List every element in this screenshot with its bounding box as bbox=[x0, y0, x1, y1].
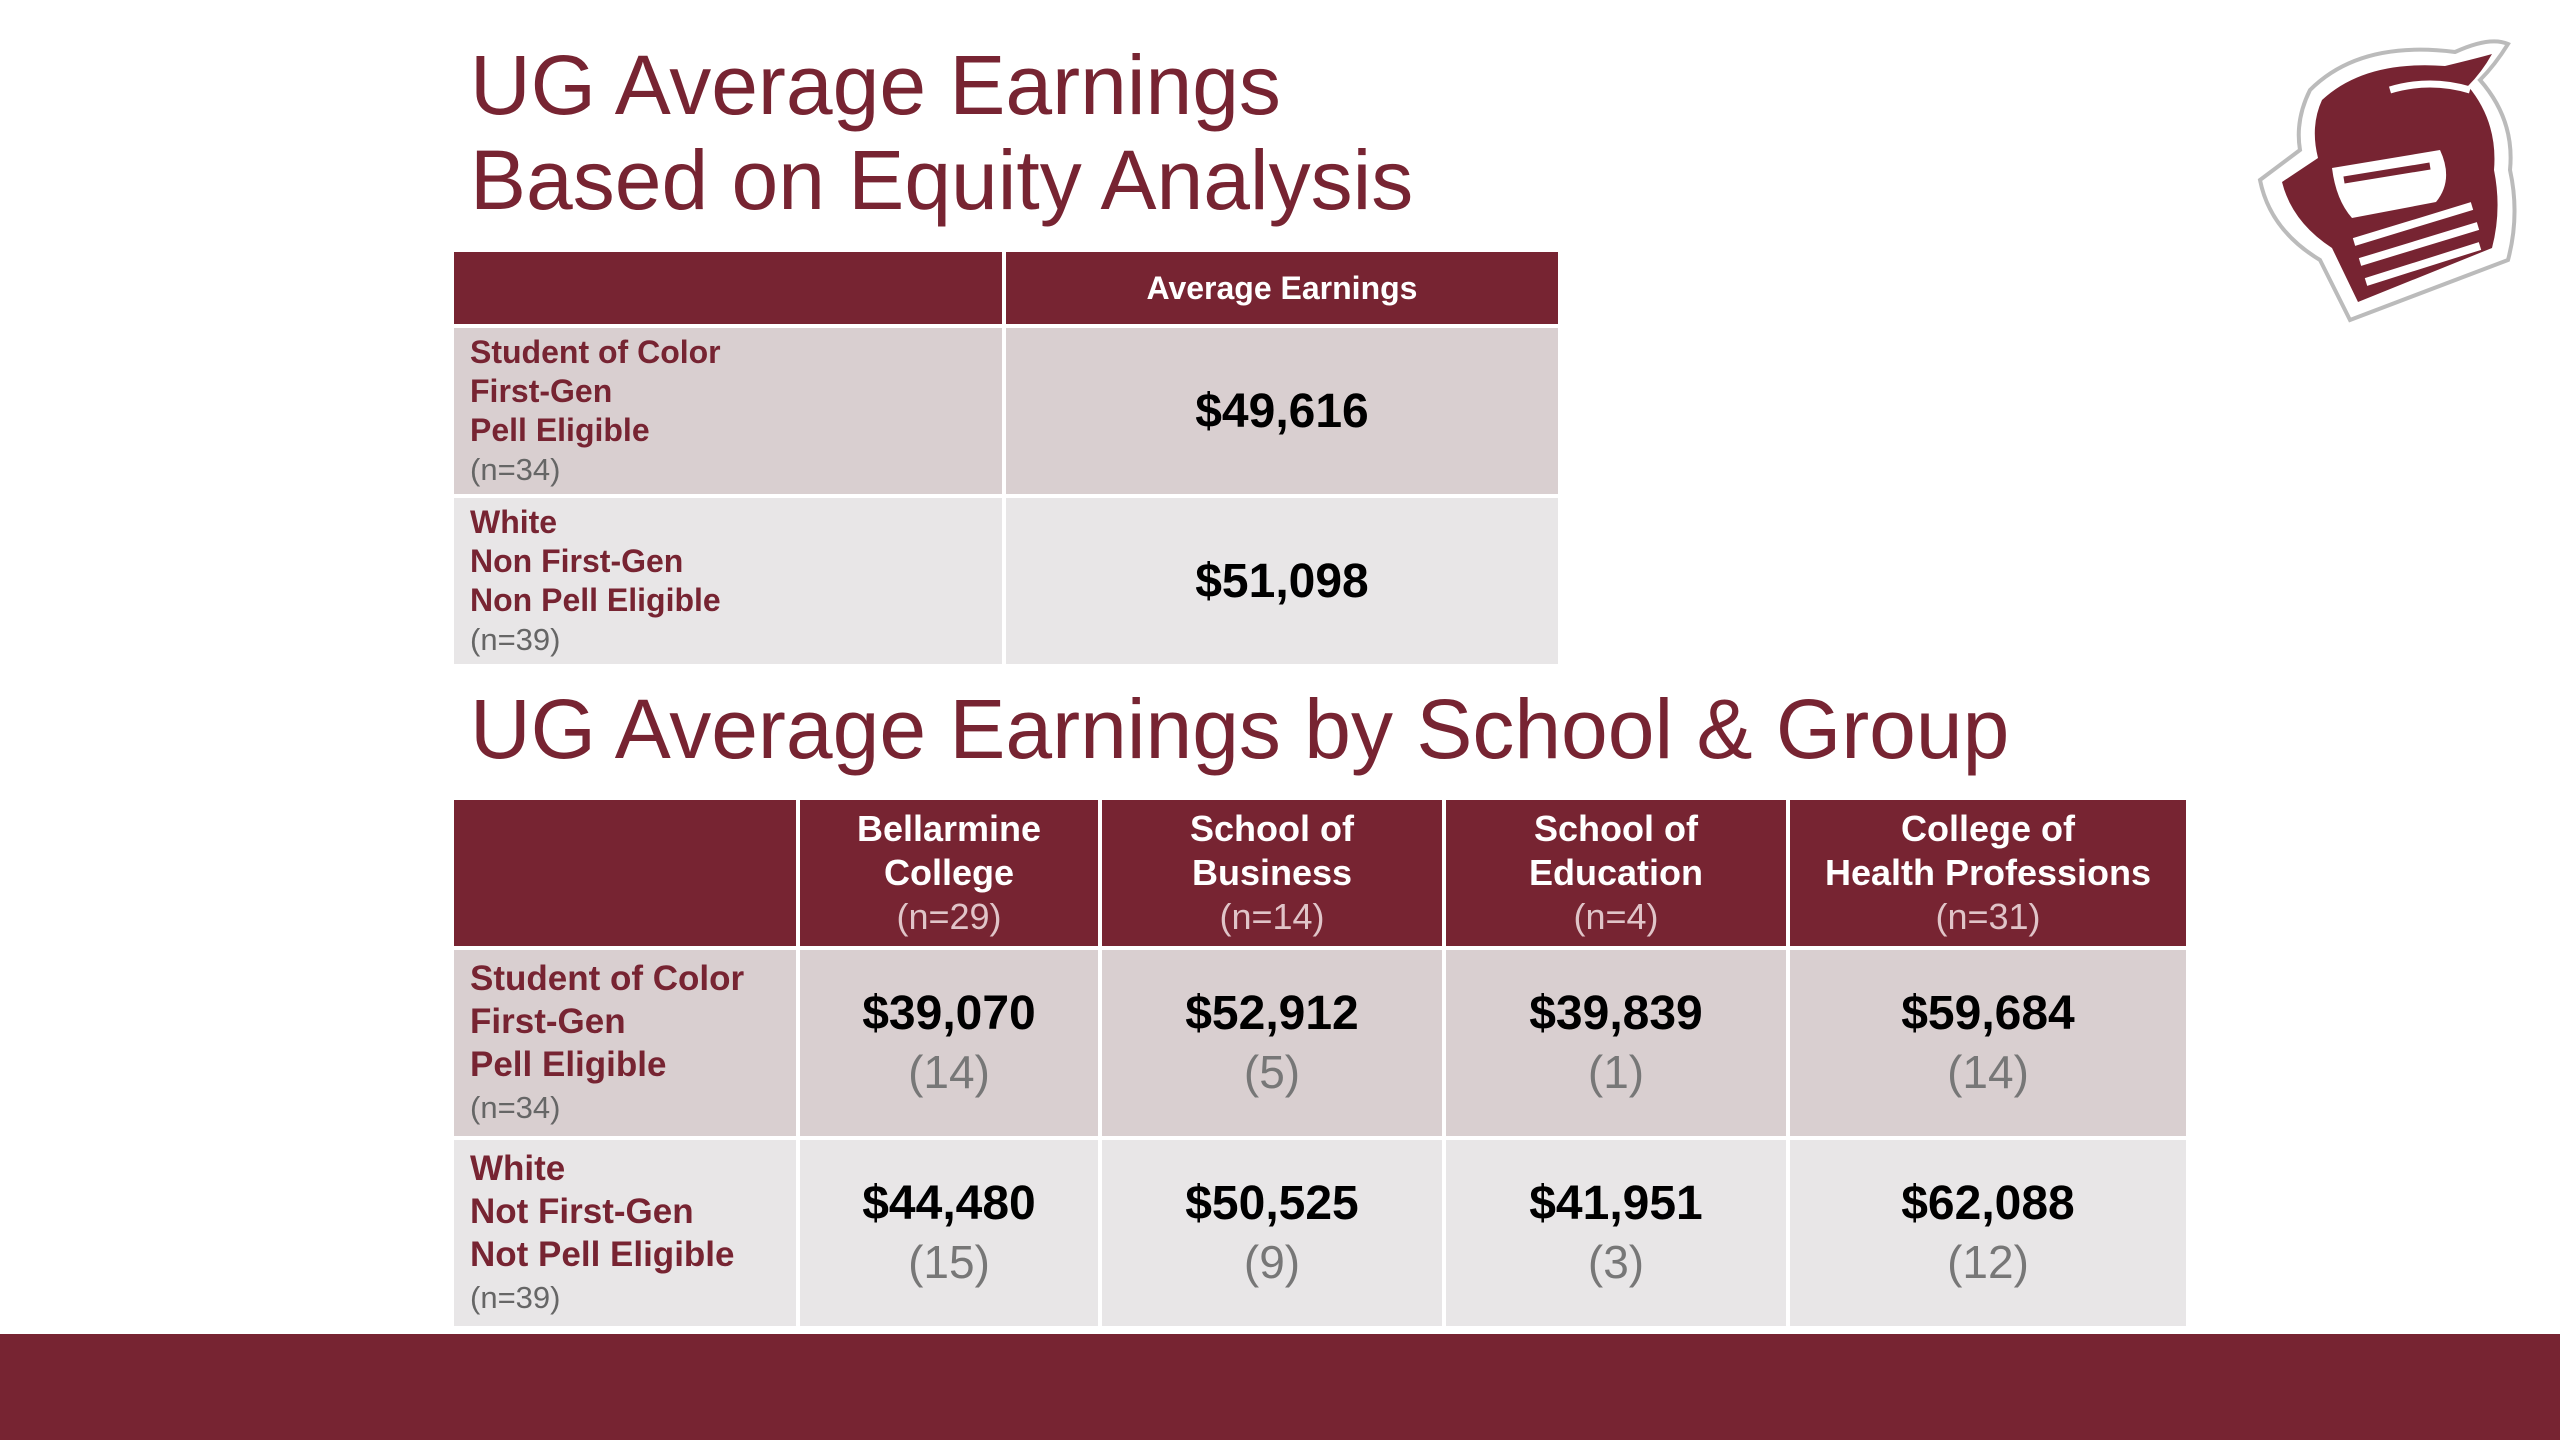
earnings-value: $41,951 bbox=[1529, 1177, 1703, 1230]
header-blank-cell bbox=[450, 796, 800, 950]
cell-count: (14) bbox=[1947, 1046, 2029, 1098]
earnings-value: $39,070 bbox=[862, 987, 1036, 1040]
column-header: College of Health Professions (n=31) bbox=[1786, 796, 2190, 950]
earnings-value: $49,616 bbox=[1002, 324, 1562, 498]
row-count: (n=39) bbox=[470, 1280, 561, 1315]
row-label: White Non First-Gen Non Pell Eligible (n… bbox=[450, 494, 1006, 668]
row-label: Student of Color First-Gen Pell Eligible… bbox=[450, 324, 1006, 498]
row-label-line: Non Pell Eligible bbox=[470, 582, 721, 618]
column-count: (n=31) bbox=[1935, 896, 2041, 937]
title-line-2: Based on Equity Analysis bbox=[470, 132, 1414, 227]
row-label-line: White bbox=[470, 504, 558, 540]
earnings-value: $51,098 bbox=[1002, 494, 1562, 668]
row-label-line: Pell Eligible bbox=[470, 412, 650, 448]
earnings-value: $52,912 bbox=[1185, 987, 1359, 1040]
column-header: School of Education (n=4) bbox=[1442, 796, 1790, 950]
column-header-line: Education bbox=[1528, 852, 1703, 893]
column-header-line: College of bbox=[1900, 808, 2075, 849]
column-header-line: School of bbox=[1190, 808, 1354, 849]
table-row: White Not First-Gen Not Pell Eligible (n… bbox=[450, 1136, 2190, 1330]
earnings-cell: $39,070 (14) bbox=[796, 946, 1102, 1140]
column-count: (n=4) bbox=[1573, 896, 1659, 937]
earnings-cell: $59,684 (14) bbox=[1786, 946, 2190, 1140]
footer-bar bbox=[0, 1334, 2560, 1440]
earnings-cell: $41,951 (3) bbox=[1442, 1136, 1790, 1330]
column-header-line: Health Professions bbox=[1824, 852, 2152, 893]
column-header: Bellarmine College (n=29) bbox=[796, 796, 1102, 950]
earnings-value: $39,839 bbox=[1529, 987, 1703, 1040]
earnings-value: $59,684 bbox=[1901, 987, 2075, 1040]
earnings-value: $50,525 bbox=[1185, 1177, 1359, 1230]
header-blank-cell bbox=[450, 248, 1006, 328]
earnings-cell: $39,839 (1) bbox=[1442, 946, 1790, 1140]
row-label-line: Non First-Gen bbox=[470, 543, 684, 579]
row-count: (n=39) bbox=[470, 622, 561, 657]
row-label-line: First-Gen bbox=[470, 373, 613, 409]
table-row: Student of Color First-Gen Pell Eligible… bbox=[450, 946, 2190, 1140]
earnings-value: $62,088 bbox=[1901, 1177, 2075, 1230]
column-header: School of Business (n=14) bbox=[1098, 796, 1446, 950]
row-label: White Not First-Gen Not Pell Eligible (n… bbox=[450, 1136, 800, 1330]
column-header-line: Bellarmine bbox=[856, 808, 1042, 849]
row-count: (n=34) bbox=[470, 452, 561, 487]
column-header-line: College bbox=[883, 852, 1015, 893]
row-label-line: Student of Color bbox=[470, 334, 721, 370]
table-row: Student of Color First-Gen Pell Eligible… bbox=[450, 324, 1562, 498]
section-title: UG Average Earnings by School & Group bbox=[470, 682, 2010, 776]
row-label-line: Not Pell Eligible bbox=[470, 1235, 735, 1274]
cell-count: (15) bbox=[908, 1236, 990, 1288]
row-count: (n=34) bbox=[470, 1090, 561, 1125]
column-header-line: Business bbox=[1191, 852, 1353, 893]
cell-count: (14) bbox=[908, 1046, 990, 1098]
equity-table: Average Earnings Student of Color First-… bbox=[450, 248, 1562, 668]
table-row: White Non First-Gen Non Pell Eligible (n… bbox=[450, 494, 1562, 668]
knight-helmet-icon bbox=[2240, 30, 2530, 330]
row-label-line: First-Gen bbox=[470, 1002, 626, 1041]
school-table: Bellarmine College (n=29) School of Busi… bbox=[450, 796, 2190, 1330]
page-title: UG Average Earnings Based on Equity Anal… bbox=[470, 38, 1413, 228]
cell-count: (9) bbox=[1243, 1236, 1301, 1288]
cell-count: (5) bbox=[1243, 1046, 1301, 1098]
earnings-cell: $62,088 (12) bbox=[1786, 1136, 2190, 1330]
cell-count: (3) bbox=[1587, 1236, 1645, 1288]
row-label-line: Pell Eligible bbox=[470, 1045, 667, 1084]
cell-count: (12) bbox=[1947, 1236, 2029, 1288]
row-label: Student of Color First-Gen Pell Eligible… bbox=[450, 946, 800, 1140]
earnings-value: $44,480 bbox=[862, 1177, 1036, 1230]
title-line-1: UG Average Earnings bbox=[470, 38, 1281, 132]
earnings-cell: $52,912 (5) bbox=[1098, 946, 1446, 1140]
earnings-cell: $50,525 (9) bbox=[1098, 1136, 1446, 1330]
header-average-earnings: Average Earnings bbox=[1002, 248, 1562, 328]
row-label-line: White bbox=[470, 1149, 566, 1188]
column-count: (n=29) bbox=[896, 896, 1002, 937]
column-count: (n=14) bbox=[1219, 896, 1325, 937]
row-label-line: Not First-Gen bbox=[470, 1192, 694, 1231]
cell-count: (1) bbox=[1587, 1046, 1645, 1098]
earnings-cell: $44,480 (15) bbox=[796, 1136, 1102, 1330]
column-header-line: School of bbox=[1534, 808, 1698, 849]
row-label-line: Student of Color bbox=[470, 959, 745, 998]
